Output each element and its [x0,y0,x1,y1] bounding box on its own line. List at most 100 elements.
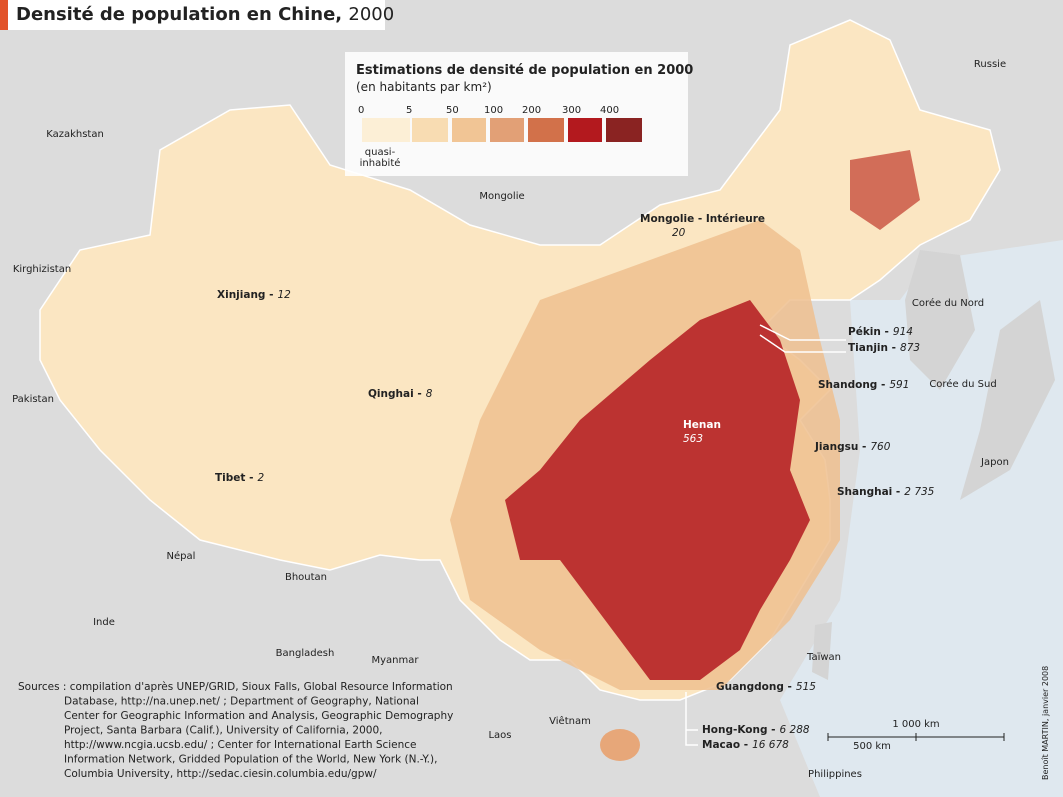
province-density: 591 [889,379,909,391]
province-name: Guangdong - [716,681,792,693]
province-name: Pékin - [848,326,889,338]
province-density: 914 [893,326,913,338]
province-name: Macao - [702,739,748,751]
country-label: Mongolie [479,191,524,202]
country-label: Viêtnam [549,715,591,727]
source-line: Database, http://na.unep.net/ ; Departme… [64,696,419,708]
province-density: 760 [870,441,890,453]
japan [960,300,1055,500]
title-year: 2000 [348,4,394,25]
scale-label: 1 000 km [892,719,939,730]
province-density: 6 288 [780,724,810,736]
legend-break: 400 [600,105,619,116]
scale-bar [827,733,1005,741]
province-label: Qinghai - 8 [368,388,433,400]
province-density: 2 735 [904,486,934,498]
density-northeast [850,150,920,230]
legend-break: 50 [446,105,459,116]
province-labels: Xinjiang - 12 Qinghai - 8 Tibet - 2 Mongolie -… [215,213,935,751]
legend-title: Estimations de densité de population en … [356,63,693,78]
province-name: Henan [683,419,721,431]
legend-swatch [606,118,642,142]
title: Densité de population en Chine, 2000 [16,4,394,25]
province-name: Tianjin - [848,342,896,354]
legend: 0 5 50 100 200 300 400 [358,105,642,142]
province-label: Tibet - 2 [215,472,264,484]
legend-break: 0 [358,105,364,116]
country-label: Inde [93,617,115,628]
country-label: Kirghizistan [13,264,71,275]
province-density: 8 [426,388,433,400]
province-density: 20 [672,227,686,239]
province-density: 16 678 [752,739,789,751]
country-label: Corée du Sud [929,378,996,390]
province-name: Mongolie - Intérieure [640,213,765,225]
source-line: Center for Geographic Information and An… [64,710,453,722]
legend-break: 200 [522,105,541,116]
province-density: 12 [277,289,291,301]
country-label: Bangladesh [276,648,335,659]
source-line: Columbia University, http://sedac.ciesin… [64,768,377,780]
province-name: Jiangsu - [814,441,866,453]
leader-line [685,692,698,746]
province-label: Mongolie - Intérieure 20 [640,213,765,239]
province-label: Guangdong - 515 [716,681,816,693]
legend-box [345,52,688,176]
country-label: Russie [974,59,1006,70]
korea [905,250,975,390]
province-density: 515 [796,681,816,693]
province-label: Shanghai - 2 735 [837,486,935,498]
province-name: Tibet - [215,472,253,484]
legend-swatch [362,118,410,142]
province-density: 563 [683,433,703,445]
density-high [505,300,810,680]
country-label: Philippines [808,769,862,780]
province-label: Shandong - 591 [818,379,909,391]
province-label: Jiangsu - 760 [814,441,891,453]
legend-swatch [568,118,602,142]
province-name: Hong-Kong - [702,724,776,736]
country-label: Bhoutan [285,572,327,583]
province-label: Xinjiang - 12 [217,289,291,301]
province-name: Shandong - [818,379,885,391]
title-bar [0,0,8,30]
source-line: Project, Santa Barbara (Calif.), Univers… [64,725,382,737]
country-label: Taïwan [806,652,841,663]
taiwan [812,622,832,680]
scale-label: 500 km [853,741,891,752]
source-line: http://www.ncgia.ucsb.edu/ ; Center for … [64,739,417,751]
province-density: 873 [900,342,920,354]
legend-break: 300 [562,105,581,116]
legend-swatch [528,118,564,142]
province-label: Pékin - 914 [848,326,913,338]
country-label: Kazakhstan [46,129,104,140]
country-label: Corée du Nord [912,297,984,309]
province-label: Henan 563 [683,419,721,445]
province-name: Shanghai - [837,486,900,498]
province-label: Tianjin - 873 [848,342,920,354]
hainan [600,729,640,761]
province-density: 2 [257,472,264,484]
source-line: Sources : compilation d'après UNEP/GRID,… [18,681,453,693]
legend-subtitle: (en habitants par km²) [356,80,492,94]
legend-break: 100 [484,105,503,116]
country-label: Pakistan [12,394,54,405]
title-text: Densité de population en Chine, [16,4,342,25]
credit: Benoît MARTIN, janvier 2008 [1041,666,1050,780]
country-label: Myanmar [372,655,420,666]
province-label: Macao - 16 678 [702,739,789,751]
legend-empty-label: inhabité [360,157,401,169]
sources: Sources : compilation d'après UNEP/GRID,… [18,681,453,780]
title-box [0,0,385,30]
province-name: Qinghai - [368,388,422,400]
province-name: Xinjiang - [217,289,273,301]
country-labels: Russie Kazakhstan Mongolie Kirghizistan Coré… [12,59,1009,780]
country-label: Japon [980,457,1009,468]
leader-line [759,324,846,353]
legend-swatch [412,118,448,142]
country-label: Laos [488,730,511,741]
legend-break: 5 [406,105,412,116]
legend-swatch [452,118,486,142]
legend-empty-label: quasi- [365,147,396,158]
